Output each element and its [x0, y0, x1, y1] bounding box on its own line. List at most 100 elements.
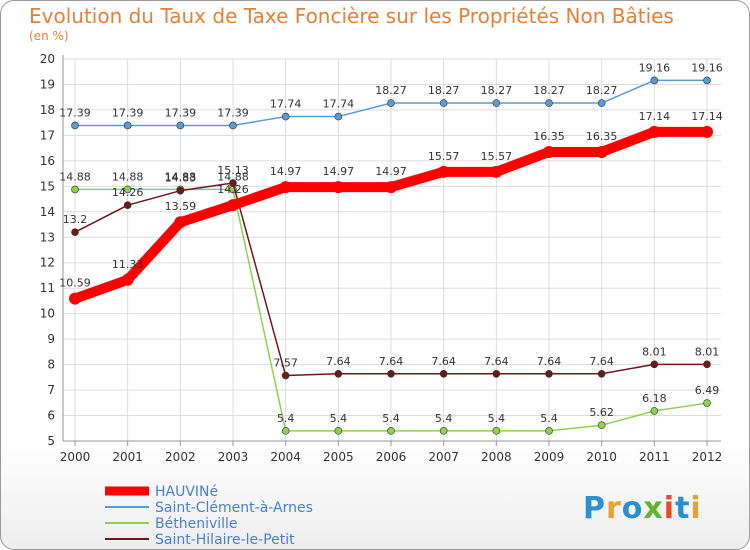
x-tick-label: 2000 — [60, 450, 91, 464]
data-point — [490, 165, 503, 178]
series-b-theniville: 14.88 14.88 14.88 14.88 5.4 5.4 5.4 5.4 5.4 5.4 5.… — [59, 170, 719, 435]
data-label: 5.62 — [589, 406, 614, 419]
y-tick-label: 15 — [40, 179, 55, 193]
x-tick-label: 2007 — [428, 450, 459, 464]
y-tick-label: 14 — [40, 205, 55, 219]
data-point — [545, 369, 553, 378]
logo-letter: P — [583, 491, 606, 526]
data-label: 17.39 — [59, 106, 91, 119]
legend-label: HAUVINé — [155, 484, 218, 500]
data-point — [227, 199, 239, 212]
data-point — [597, 369, 606, 378]
data-point — [123, 185, 132, 194]
data-label: 13.2 — [63, 213, 88, 226]
data-point — [439, 369, 448, 378]
data-label: 5.4 — [277, 412, 295, 425]
data-label: 15.13 — [217, 164, 249, 177]
data-label: 7.64 — [431, 355, 456, 368]
y-tick-label: 9 — [47, 332, 55, 346]
legend-label: Bétheniville — [155, 516, 238, 532]
data-label: 6.18 — [642, 392, 667, 405]
data-point — [650, 360, 659, 369]
data-label: 14.26 — [112, 186, 144, 199]
data-label: 7.57 — [273, 357, 298, 370]
chart-subtitle: (en %) — [29, 29, 69, 43]
data-label: 14.88 — [59, 170, 91, 183]
legend-label: Saint-Clément-à-Arnes — [155, 500, 313, 516]
data-label: 5.4 — [330, 412, 348, 425]
logo-letter: r — [606, 491, 622, 526]
data-label: 14.88 — [165, 170, 197, 183]
legend: HAUVINéSaint-Clément-à-ArnesBétheniville… — [105, 484, 313, 548]
data-label: 17.39 — [165, 106, 197, 119]
data-label: 5.4 — [382, 412, 400, 425]
data-point — [701, 125, 713, 138]
data-label: 7.64 — [326, 355, 351, 368]
data-point — [492, 99, 501, 107]
x-tick-label: 2002 — [165, 450, 196, 464]
data-label: 18.27 — [375, 84, 407, 97]
data-point — [229, 179, 237, 187]
data-point — [703, 399, 711, 407]
x-tick-label: 2001 — [112, 450, 143, 464]
data-point — [281, 112, 290, 121]
data-label: 8.01 — [695, 345, 720, 358]
logo-letter: x — [643, 491, 664, 526]
logo-letter: i — [663, 491, 676, 526]
x-tick-label: 2010 — [586, 450, 617, 464]
y-tick-label: 5 — [47, 434, 55, 448]
logo-letter: o — [621, 491, 644, 526]
data-label: 17.14 — [691, 110, 723, 123]
data-point — [597, 99, 606, 107]
data-label: 14.26 — [217, 183, 249, 196]
data-point — [545, 427, 553, 435]
x-tick-label: 2003 — [218, 450, 249, 464]
y-tick-label: 11 — [40, 281, 55, 295]
data-label: 14.97 — [270, 165, 302, 178]
chart-title: Evolution du Taux de Taxe Foncière sur l… — [29, 4, 674, 28]
data-label: 5.4 — [540, 412, 558, 425]
data-point — [387, 369, 395, 378]
data-label: 7.64 — [537, 355, 562, 368]
data-point — [595, 145, 608, 158]
data-label: 16.35 — [533, 130, 565, 143]
data-label: 8.01 — [642, 345, 667, 358]
data-point — [71, 228, 79, 236]
data-label: 7.64 — [589, 355, 614, 368]
data-point — [279, 181, 292, 194]
data-label: 14.97 — [323, 165, 355, 178]
x-tick-label: 2008 — [481, 450, 512, 464]
data-point — [176, 186, 185, 195]
data-label: 5.4 — [435, 412, 453, 425]
data-label: 18.27 — [533, 84, 565, 97]
data-point — [385, 181, 397, 194]
data-point — [123, 201, 132, 209]
y-tick-label: 6 — [47, 409, 55, 423]
x-tick-label: 2012 — [692, 450, 723, 464]
data-point — [387, 99, 395, 107]
data-label: 17.39 — [217, 106, 249, 119]
data-point — [703, 360, 711, 369]
y-tick-label: 20 — [40, 52, 55, 66]
data-point — [703, 76, 711, 85]
logo-letter: t — [675, 491, 691, 526]
data-label: 19.16 — [639, 61, 671, 74]
series-saint-cl-ment-arnes: 17.39 17.39 17.39 17.39 17.74 17.74 18.27 18.27… — [59, 61, 723, 130]
data-point — [281, 371, 290, 380]
y-tick-label: 8 — [47, 358, 55, 372]
data-label: 14.83 — [165, 172, 197, 185]
series-saint-hilaire-le-petit: 13.2 14.26 14.83 15.13 7.57 7.64 7.64 7.64 7.64 7… — [63, 164, 720, 380]
data-point — [650, 76, 659, 85]
data-label: 17.14 — [639, 110, 671, 123]
data-point — [174, 216, 187, 229]
data-label: 17.74 — [323, 98, 355, 111]
data-label: 13.59 — [165, 200, 197, 213]
y-tick-label: 16 — [40, 154, 55, 168]
data-point — [439, 99, 448, 107]
data-label: 14.97 — [375, 165, 407, 178]
proxiti-logo: Proxiti — [583, 491, 702, 526]
data-label: 18.27 — [481, 84, 513, 97]
data-label: 14.88 — [217, 170, 249, 183]
data-point — [439, 427, 448, 435]
